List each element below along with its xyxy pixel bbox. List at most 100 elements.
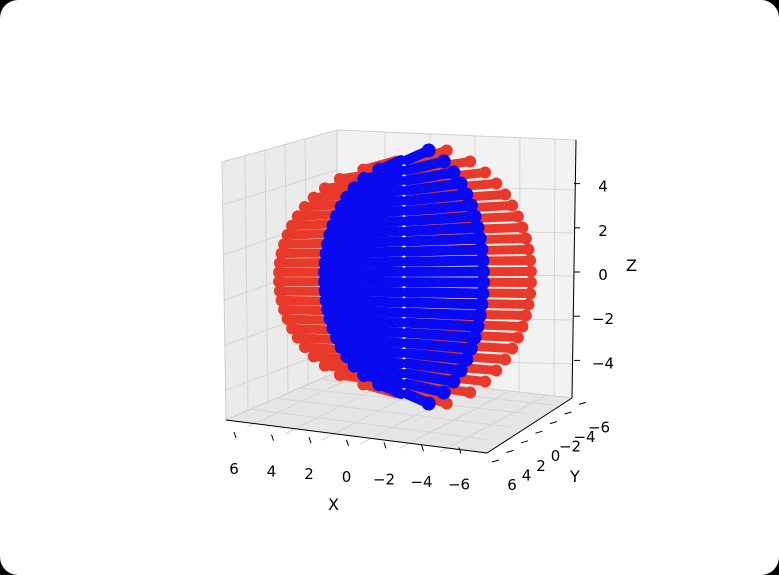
shell-band (402, 200, 476, 216)
shell-band-end (318, 359, 331, 372)
x-axis-label: X (328, 495, 339, 514)
shell-band-end (436, 385, 451, 400)
y-tick-mark (535, 430, 543, 434)
shell-band (321, 246, 406, 259)
shell-band (328, 323, 406, 338)
shell-band-end (298, 201, 311, 213)
x-tick-label: −4 (410, 473, 432, 491)
shell-band (402, 368, 459, 387)
shell-band-end (459, 352, 474, 367)
shell-band (342, 185, 406, 203)
shell-band-end (446, 374, 461, 389)
shell-band-end (307, 350, 320, 363)
shell-band-end (286, 219, 299, 232)
shell-band-end (273, 257, 286, 269)
y-axis-label: Y (569, 467, 580, 486)
shell-band-end (446, 165, 461, 180)
shell-band (402, 167, 459, 186)
shell-band (349, 175, 406, 194)
shell-band-end (479, 166, 492, 179)
shell-band-end (463, 198, 478, 213)
y-tick-mark (506, 449, 514, 453)
x-tick-mark (233, 431, 237, 439)
shell-band-end (475, 253, 490, 268)
shell-band (402, 338, 476, 354)
x-tick-label: −2 (373, 470, 395, 488)
shell-band-end (333, 369, 346, 381)
shell-band-end (470, 319, 485, 334)
shell-band (321, 295, 406, 308)
z-tick-label: 4 (598, 178, 608, 196)
shell-band-end (499, 188, 512, 201)
shell-band-end (519, 232, 532, 245)
shell-band (323, 236, 406, 250)
y-tick-label: 0 (551, 447, 561, 465)
shell-band-end (453, 176, 468, 191)
shell-band-end (511, 210, 524, 223)
z-axis-label: Z (626, 256, 637, 275)
shell-band (402, 297, 487, 310)
shell-band-end (291, 331, 304, 344)
y-tick-mark (520, 440, 529, 444)
shell-band (402, 358, 466, 376)
shell-band-end (440, 144, 453, 157)
x-tick-marks (233, 431, 462, 454)
shell-band-end (524, 276, 537, 289)
shell-band-end (516, 221, 529, 234)
shell-band-end (467, 209, 482, 224)
y-tick-label: −2 (559, 438, 581, 456)
shell-band (323, 304, 406, 318)
shell-band-end (499, 353, 512, 366)
shell-band-end (474, 242, 489, 257)
shell-band-end (472, 231, 487, 246)
shell-band (402, 348, 472, 365)
x-tick-label: 6 (229, 460, 239, 478)
shell-band-end (506, 342, 519, 355)
shell-band-end (524, 287, 537, 300)
shell-band (402, 255, 488, 267)
shell-band-end (511, 331, 524, 344)
shell-band-end (273, 275, 286, 288)
shell-band-end (275, 294, 288, 307)
shell-band-end (347, 358, 362, 373)
shell-band (342, 351, 406, 369)
axis-lines (225, 139, 577, 454)
shell-band (402, 327, 480, 343)
shell-band (325, 314, 406, 328)
shell-band (332, 332, 406, 349)
z-tick-marks (574, 183, 580, 361)
shell-band-end (278, 303, 291, 316)
y-tick-mark (549, 421, 558, 425)
shell-band-end (463, 341, 478, 356)
y-tick-label: 6 (507, 476, 517, 494)
shell-band (349, 360, 406, 379)
shell-band-end (440, 397, 453, 410)
shell-band (325, 226, 406, 240)
shell-band-end (291, 210, 304, 223)
shell-band-end (275, 247, 288, 260)
x-tick-mark (383, 442, 387, 449)
shell-band-end (459, 187, 474, 202)
shell-band (332, 205, 406, 222)
shell-band (402, 178, 466, 196)
shell-band-end (474, 297, 489, 312)
z-tick-label: 2 (598, 222, 608, 240)
shell-band (402, 211, 480, 227)
shell-band-end (318, 182, 331, 195)
x-tick-mark (308, 437, 312, 444)
shell-band-end (307, 191, 320, 204)
shell-band-end (516, 320, 529, 333)
shell-band (402, 189, 472, 206)
shell-band (320, 256, 406, 268)
shell-band-end (421, 143, 436, 158)
shell-band (336, 195, 406, 212)
shell-band-end (436, 154, 451, 169)
shell-band-end (524, 254, 537, 267)
shell-band-end (464, 155, 477, 168)
y-tick-mark (578, 401, 587, 405)
shell-band (402, 222, 483, 237)
shell-band-end (372, 377, 387, 392)
x-tick-mark (421, 444, 424, 452)
y-tick-label: 2 (536, 457, 546, 475)
